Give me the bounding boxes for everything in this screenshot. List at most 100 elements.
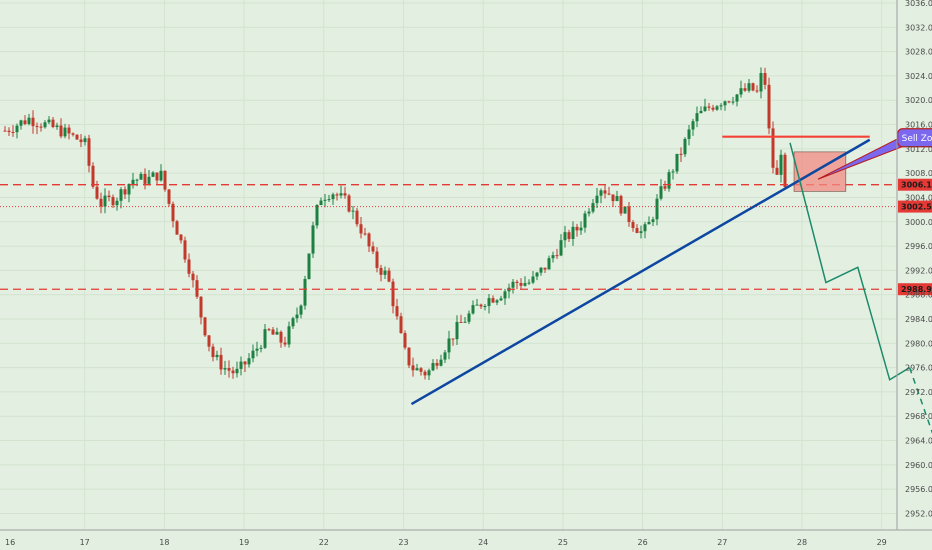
candle-body-up bbox=[215, 354, 219, 358]
candle-body-down bbox=[451, 338, 455, 340]
candle-body-up bbox=[703, 106, 707, 111]
candle-body-up bbox=[483, 306, 487, 308]
candle-body-up bbox=[551, 255, 555, 259]
candle-body-up bbox=[623, 206, 627, 214]
candle-body-up bbox=[487, 298, 491, 307]
candle-body-up bbox=[315, 204, 319, 226]
y-tick-label: 2972.0 bbox=[905, 388, 932, 397]
candle-body-down bbox=[367, 233, 371, 247]
candle-body-up bbox=[747, 83, 751, 91]
candle-body-up bbox=[263, 329, 267, 348]
candle-body-down bbox=[31, 117, 35, 127]
candle-body-up bbox=[655, 198, 659, 220]
x-tick-label: 19 bbox=[239, 538, 249, 547]
candle-body-down bbox=[199, 296, 203, 318]
candle-body-down bbox=[91, 165, 95, 187]
candle-body-up bbox=[15, 125, 19, 133]
candle-body-down bbox=[567, 232, 571, 239]
candle-body-up bbox=[675, 153, 679, 172]
price-badge-label: 2988.9 bbox=[901, 285, 932, 294]
candle-body-up bbox=[63, 127, 67, 137]
candle-body-up bbox=[587, 211, 591, 214]
candle-body-up bbox=[639, 231, 643, 233]
candle-body-down bbox=[143, 173, 147, 184]
candle-body-up bbox=[523, 283, 527, 286]
candle-body-down bbox=[423, 371, 427, 376]
candle-body-down bbox=[3, 130, 7, 132]
candle-body-down bbox=[479, 304, 483, 307]
price-badge bbox=[898, 200, 932, 213]
candle-body-down bbox=[387, 270, 391, 282]
candle-body-down bbox=[727, 101, 731, 103]
candle-body-up bbox=[579, 227, 583, 231]
candle-body-down bbox=[243, 361, 247, 365]
candle-body-down bbox=[35, 126, 39, 128]
candle-body-down bbox=[123, 189, 127, 195]
candle-body-up bbox=[223, 368, 227, 370]
candle-body-down bbox=[179, 234, 183, 241]
y-tick-label: 2988.0 bbox=[905, 291, 932, 300]
y-tick-label: 3008.0 bbox=[905, 169, 932, 178]
candle-body-up bbox=[723, 101, 727, 106]
candle-body-down bbox=[371, 246, 375, 252]
candle-body-down bbox=[707, 106, 711, 108]
candle-body-down bbox=[67, 127, 71, 134]
candle-body-down bbox=[375, 251, 379, 268]
candle-body-down bbox=[603, 190, 607, 194]
trend-line bbox=[410, 138, 871, 406]
candle-body-up bbox=[319, 200, 323, 205]
x-tick-label: 22 bbox=[319, 538, 329, 547]
projection-path-dashed bbox=[908, 367, 932, 434]
y-tick-label: 2964.0 bbox=[905, 437, 932, 446]
candle-body-up bbox=[455, 321, 459, 340]
candle-body-up bbox=[559, 240, 563, 256]
y-tick-label: 3024.0 bbox=[905, 72, 932, 81]
candle-body-down bbox=[75, 134, 79, 140]
y-tick-label: 2968.0 bbox=[905, 412, 932, 421]
candle-body-up bbox=[427, 370, 431, 376]
candle-body-up bbox=[539, 267, 543, 273]
candle-body-up bbox=[115, 200, 119, 206]
drawings: Sell Zone bbox=[410, 128, 932, 434]
y-tick-label: 3036.0 bbox=[905, 0, 932, 8]
candle-body-down bbox=[191, 273, 195, 281]
candle-body-down bbox=[619, 196, 623, 214]
y-tick-label: 2980.0 bbox=[905, 339, 932, 348]
y-tick-label: 3020.0 bbox=[905, 96, 932, 105]
y-tick-label: 2952.0 bbox=[905, 509, 932, 518]
candle-body-up bbox=[47, 119, 51, 123]
candle-body-up bbox=[383, 270, 387, 275]
candle-body-up bbox=[475, 304, 479, 306]
candle-body-up bbox=[139, 173, 143, 180]
candle-body-up bbox=[299, 305, 303, 315]
y-tick-label: 2960.0 bbox=[905, 461, 932, 470]
candle-body-up bbox=[527, 282, 531, 284]
candle-body-down bbox=[407, 347, 411, 366]
candle-body-up bbox=[531, 276, 535, 283]
x-tick-label: 29 bbox=[877, 538, 887, 547]
candle-body-up bbox=[643, 224, 647, 232]
candle-body-down bbox=[279, 331, 283, 343]
candle-body-down bbox=[575, 226, 579, 231]
candle-body-up bbox=[495, 300, 499, 303]
candle-body-down bbox=[459, 321, 463, 323]
candle-body-down bbox=[403, 333, 407, 348]
candle-body-up bbox=[147, 176, 151, 184]
candles bbox=[3, 67, 787, 380]
candle-body-down bbox=[51, 119, 55, 128]
candle-body-up bbox=[291, 318, 295, 327]
price-badge-label: 3006.1 bbox=[901, 181, 932, 190]
horizontal-levels: 3006.1 2988.9 3002.5 bbox=[0, 178, 932, 296]
candle-body-up bbox=[251, 350, 255, 359]
callout-label: Sell Zone bbox=[902, 134, 932, 144]
candle-body-up bbox=[699, 110, 703, 114]
candle-body-up bbox=[27, 117, 31, 124]
candle-body-up bbox=[307, 253, 311, 280]
candle-body-down bbox=[627, 206, 631, 223]
candle-body-up bbox=[571, 226, 575, 239]
x-tick-label: 23 bbox=[398, 538, 408, 547]
y-tick-label: 2992.0 bbox=[905, 266, 932, 275]
